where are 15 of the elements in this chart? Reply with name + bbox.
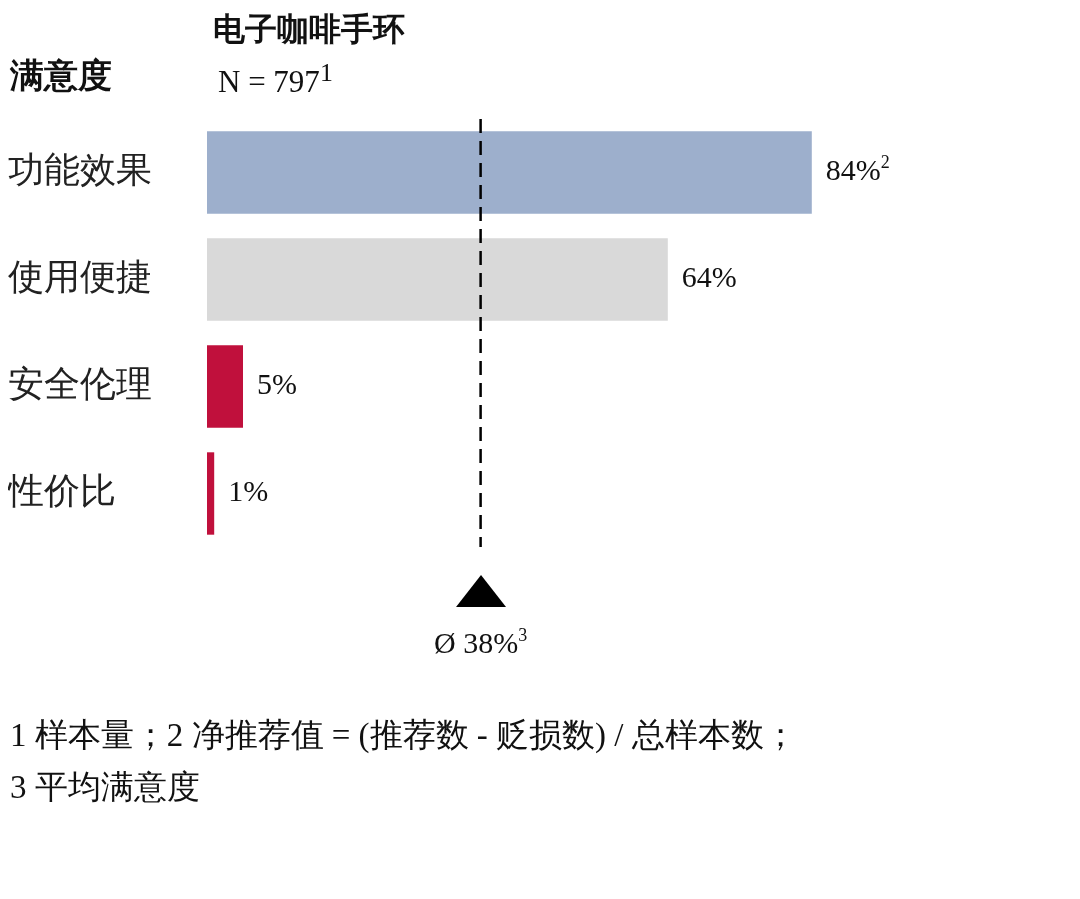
- y-tick-label: 功能效果: [8, 149, 152, 190]
- bar: [207, 238, 668, 321]
- data-label: 64%: [681, 260, 737, 294]
- chart-subtitle: N = 797$^{1}$: [218, 58, 333, 101]
- y-tick-label: 使用便捷: [8, 256, 152, 297]
- y-tick-label: 安全伦理: [8, 363, 152, 404]
- bar: [207, 345, 243, 428]
- text: 3 平均满意度: [10, 768, 200, 807]
- data-label: 1%: [228, 474, 269, 508]
- y-axis-title: 满意度: [10, 56, 112, 96]
- data-label: 5%: [257, 367, 297, 401]
- bar: [207, 452, 215, 535]
- chart-title: 电子咖啡手环: [213, 10, 405, 49]
- text: 1 样本量；2 净推荐值 = (推荐数 - 贬损数) / 总样本数；: [10, 716, 797, 755]
- bar: [207, 131, 812, 214]
